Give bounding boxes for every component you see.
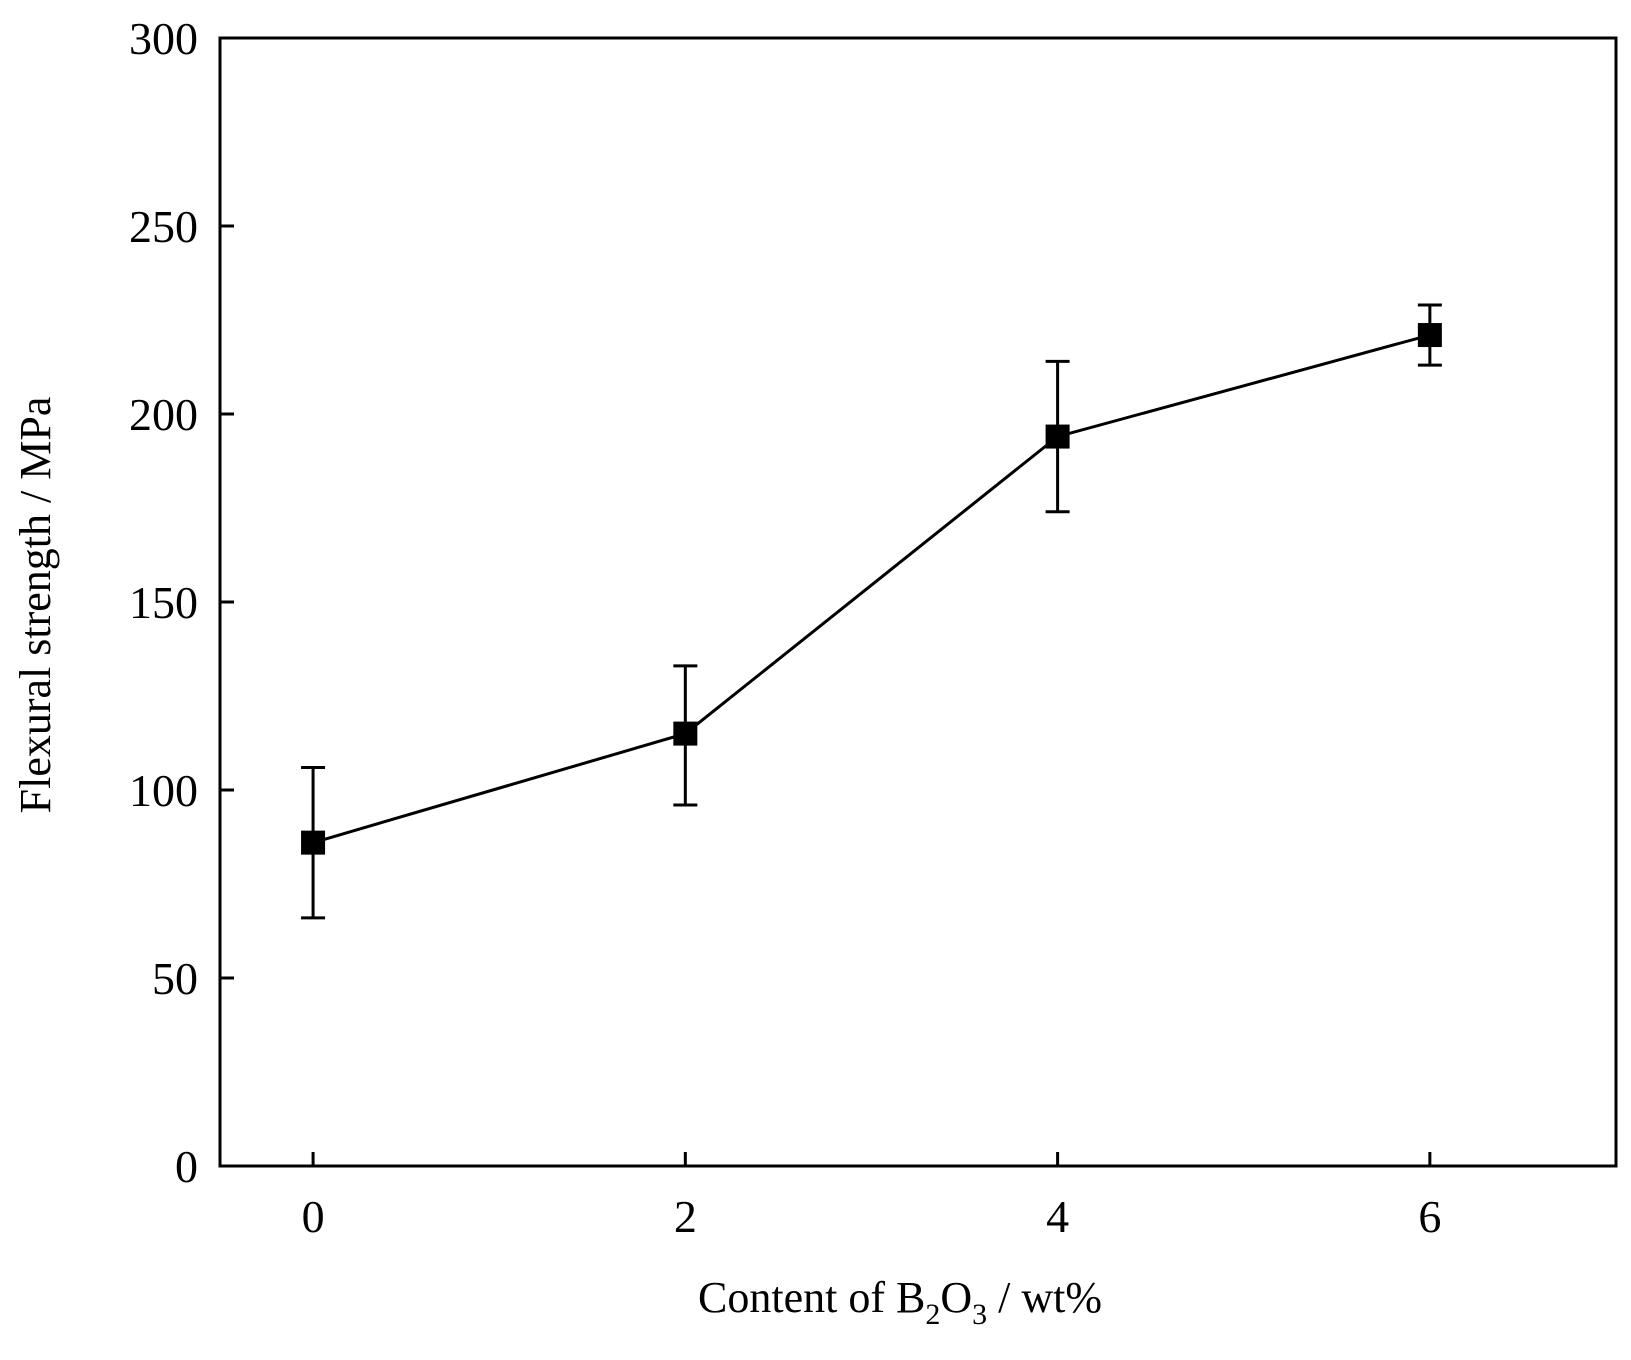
x-axis-label-suffix: / wt%: [987, 1273, 1102, 1322]
y-tick-label: 150: [129, 577, 198, 628]
x-tick-label: 4: [1046, 1191, 1069, 1242]
ticks: 0 50 100 150 200 250 300 0 2 4 6: [129, 13, 1441, 1242]
series-line: [312, 333, 1431, 845]
data-series: [301, 303, 1442, 920]
y-axis-label: Flexural strength / MPa: [11, 397, 60, 814]
x-axis-label-sub2: 3: [972, 1298, 987, 1331]
y-tick-label: 250: [129, 201, 198, 252]
data-point-marker: [1045, 424, 1070, 449]
x-axis-label-prefix: Content of B: [698, 1273, 925, 1322]
x-tick-label: 2: [674, 1191, 697, 1242]
plot-frame: [218, 36, 1618, 1168]
data-point-marker: [1417, 323, 1442, 348]
axis-labels: Flexural strength / MPa Content of B2O3 …: [11, 397, 1102, 1331]
x-tick-label: 6: [1418, 1191, 1441, 1242]
y-tick-label: 100: [129, 765, 198, 816]
y-tick-label: 200: [129, 389, 198, 440]
y-tick-label: 50: [152, 953, 198, 1004]
y-tick-label: 300: [129, 13, 198, 64]
data-point-marker: [301, 830, 326, 855]
x-axis-label: Content of B2O3 / wt%: [698, 1273, 1102, 1331]
x-tick-label: 0: [302, 1191, 325, 1242]
x-axis-label-sub1: 2: [925, 1298, 940, 1331]
y-tick-label: 0: [175, 1141, 198, 1192]
x-axis-label-mid: O: [940, 1273, 972, 1322]
data-point-marker: [673, 721, 698, 746]
axes: [218, 36, 1618, 1168]
